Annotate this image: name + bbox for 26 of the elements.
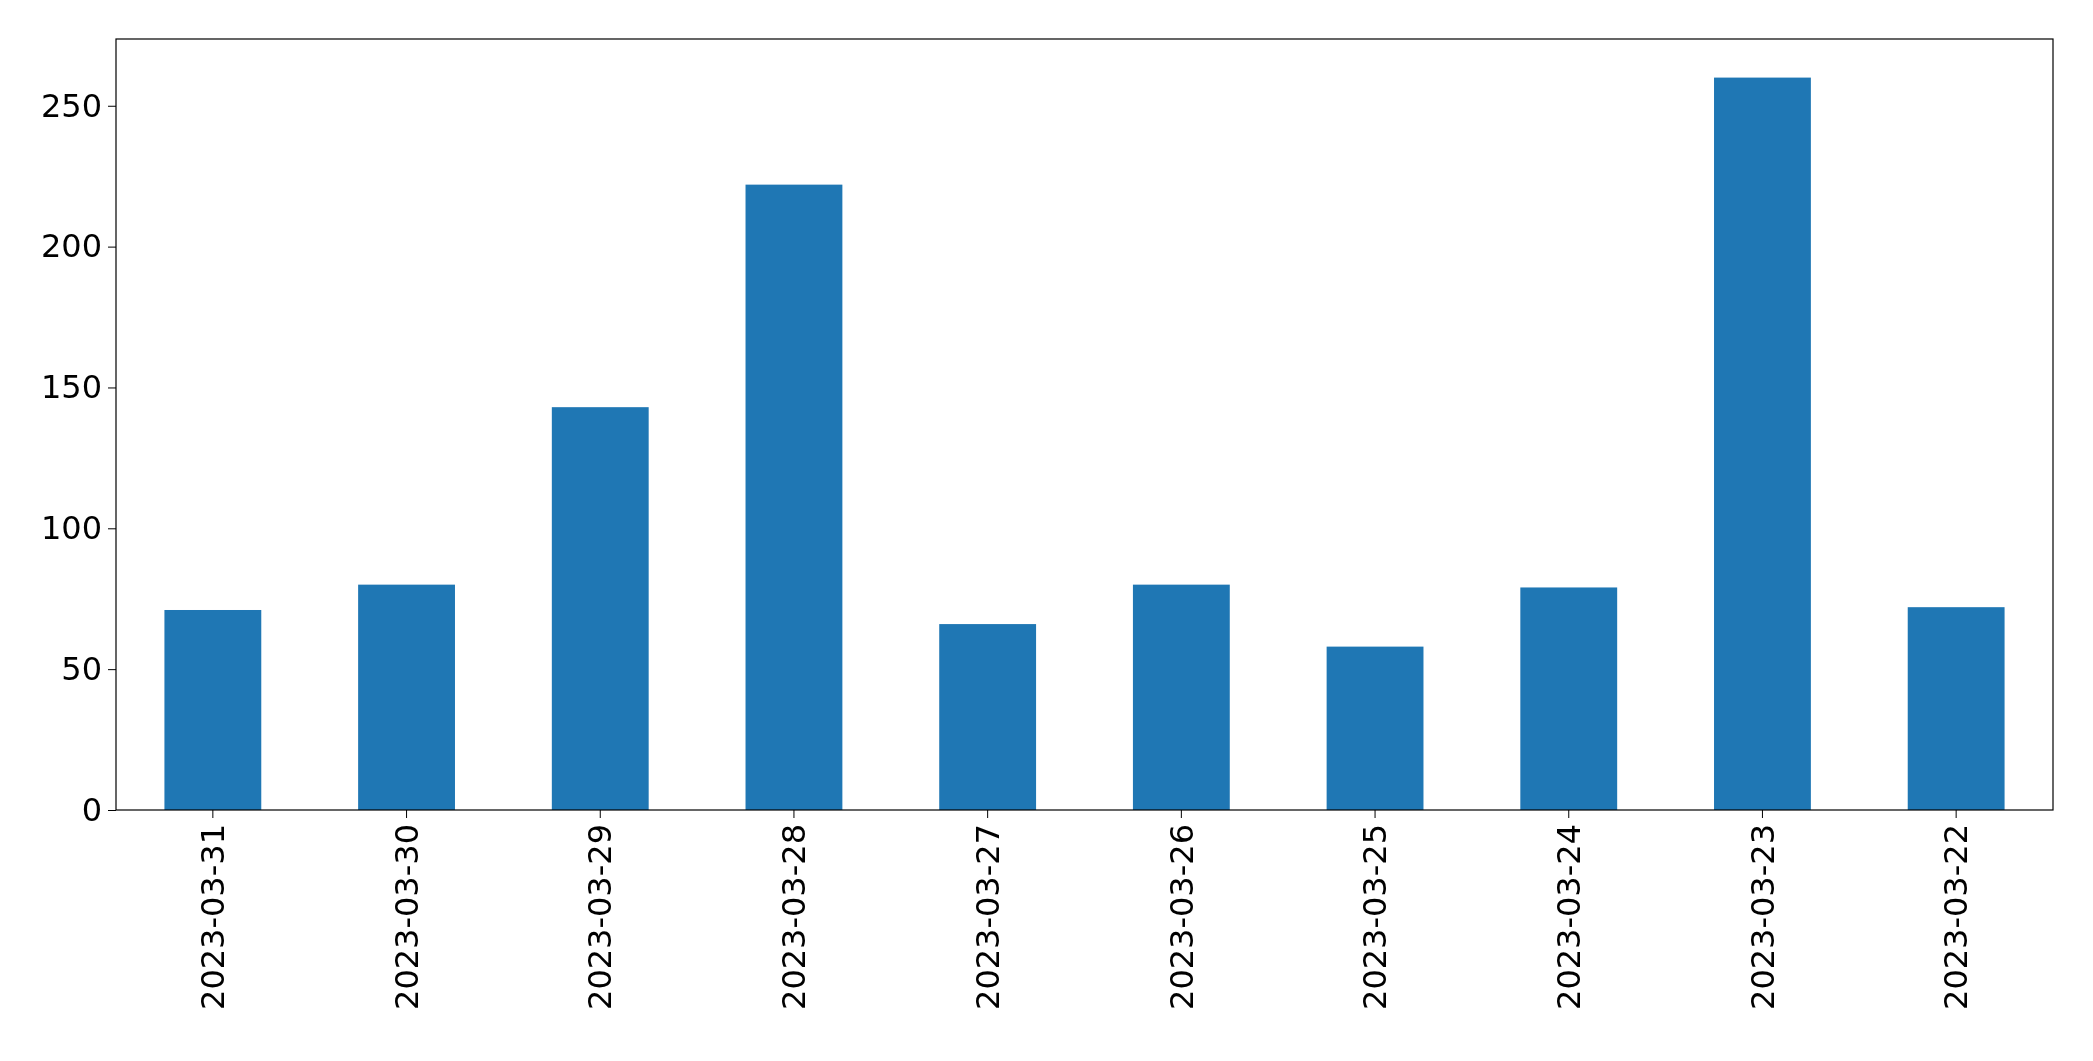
- bar: [1520, 587, 1618, 810]
- x-tick-label: 2023-03-28: [775, 824, 814, 1010]
- y-tick-label: 150: [40, 368, 102, 407]
- x-tick-label: 2023-03-30: [387, 824, 426, 1010]
- bar: [551, 407, 649, 810]
- y-tick-label: 0: [81, 790, 102, 829]
- bar: [745, 184, 843, 810]
- x-tick-label: 2023-03-24: [1549, 824, 1588, 1010]
- y-tick-label: 50: [61, 649, 102, 688]
- x-tick-label: 2023-03-25: [1356, 824, 1395, 1010]
- bar: [939, 624, 1037, 810]
- x-tick-label: 2023-03-27: [968, 824, 1007, 1010]
- x-tick-label: 2023-03-22: [1937, 824, 1976, 1010]
- bar: [164, 610, 262, 810]
- x-tick-label: 2023-03-26: [1162, 824, 1201, 1010]
- bar: [1714, 77, 1811, 810]
- y-tick-label: 200: [40, 227, 102, 266]
- x-tick-label: 2023-03-29: [581, 824, 620, 1010]
- bar: [1132, 584, 1230, 810]
- x-tick-label: 2023-03-23: [1743, 824, 1782, 1010]
- y-tick-label: 100: [40, 509, 102, 548]
- bar: [1326, 646, 1424, 810]
- bar: [358, 584, 455, 810]
- x-tick-label: 2023-03-31: [194, 824, 233, 1010]
- bar: [1907, 607, 2005, 810]
- y-tick-label: 250: [40, 86, 102, 125]
